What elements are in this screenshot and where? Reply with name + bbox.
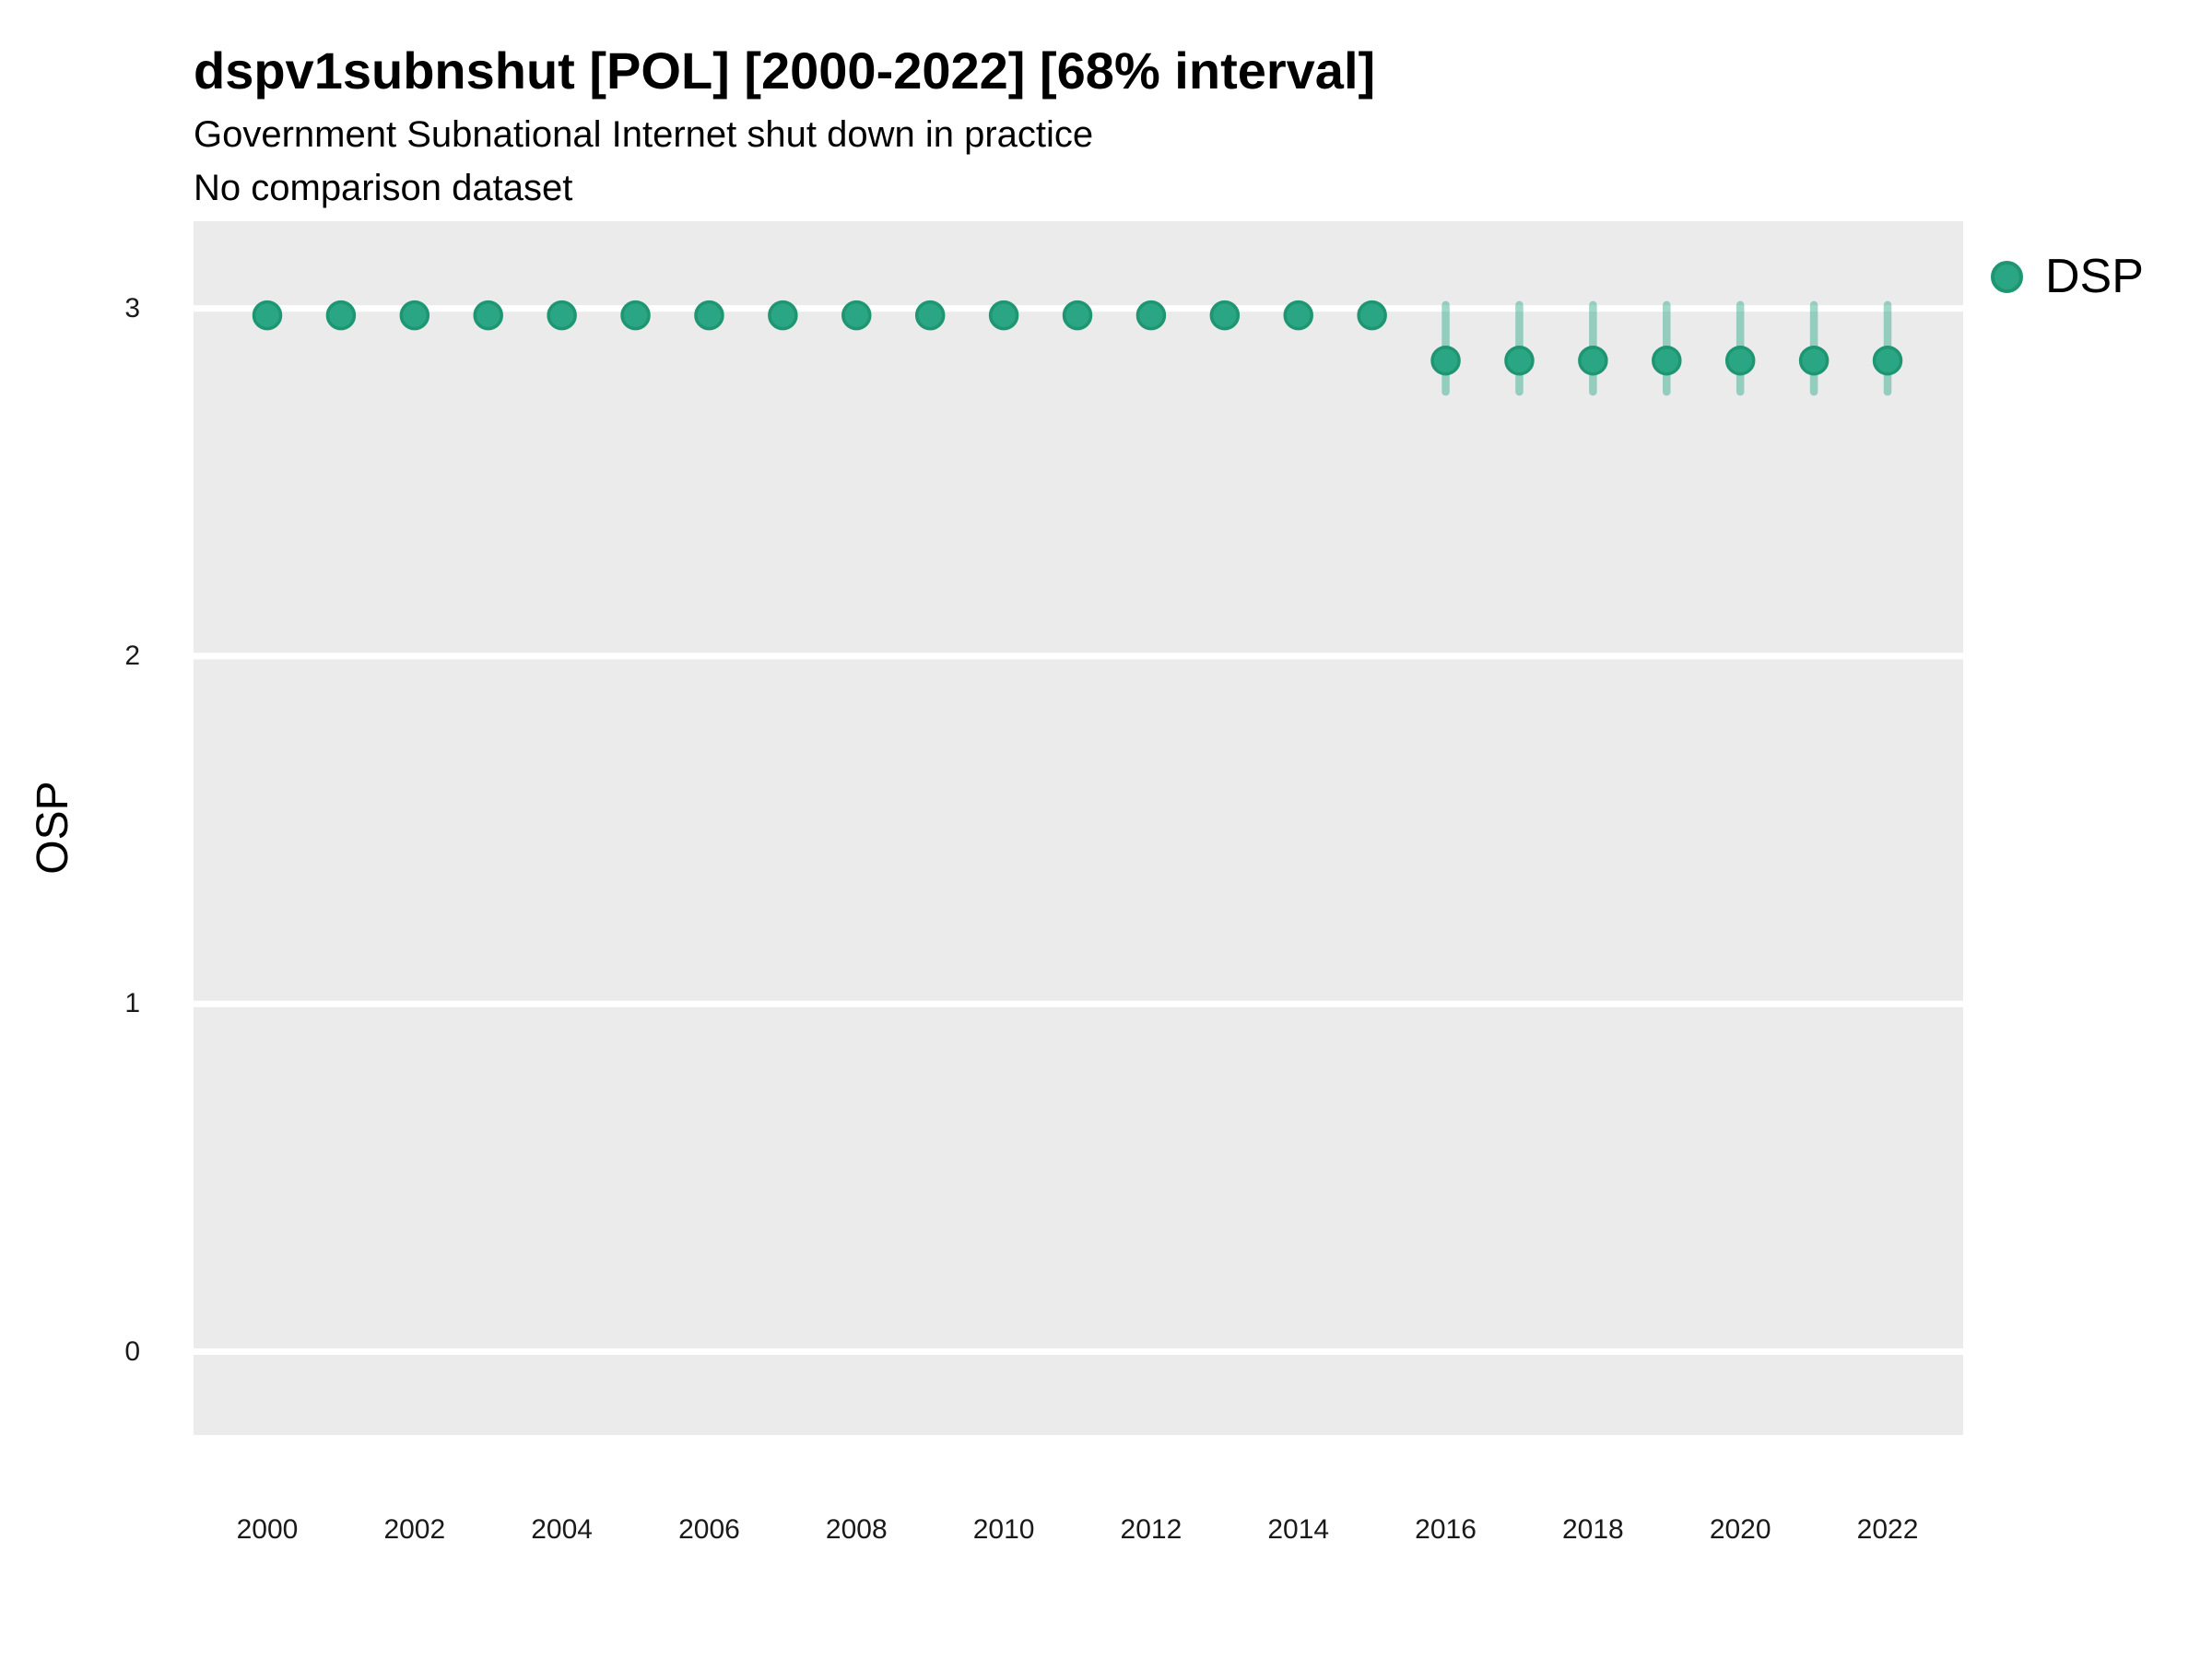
x-tick-label-2002: 2002 bbox=[383, 1514, 446, 1545]
x-tick-label-2022: 2022 bbox=[1856, 1514, 1919, 1545]
data-point-2010 bbox=[988, 300, 1019, 331]
data-point-2004 bbox=[547, 300, 577, 331]
x-tick-label-2004: 2004 bbox=[531, 1514, 593, 1545]
data-point-2015 bbox=[1357, 300, 1387, 331]
data-point-2005 bbox=[620, 300, 651, 331]
comparison-note: No comparison dataset bbox=[194, 168, 573, 208]
data-point-2009 bbox=[914, 300, 946, 331]
data-point-2002 bbox=[399, 300, 430, 331]
x-tick-label-2014: 2014 bbox=[1267, 1514, 1330, 1545]
x-tick-label-2010: 2010 bbox=[972, 1514, 1035, 1545]
legend-marker-dsp bbox=[1991, 260, 2023, 293]
panel-background bbox=[194, 221, 1963, 1435]
x-tick-label-2020: 2020 bbox=[1709, 1514, 1771, 1545]
data-point-2020 bbox=[1724, 345, 1756, 376]
data-point-2012 bbox=[1135, 300, 1167, 331]
data-point-2016 bbox=[1430, 345, 1461, 376]
data-point-2019 bbox=[1652, 345, 1682, 376]
data-point-2014 bbox=[1283, 300, 1313, 331]
x-tick-label-2008: 2008 bbox=[825, 1514, 888, 1545]
data-point-2011 bbox=[1062, 300, 1093, 331]
data-point-2003 bbox=[473, 300, 503, 331]
x-tick-label-2006: 2006 bbox=[678, 1514, 740, 1545]
data-point-2017 bbox=[1504, 345, 1535, 376]
y-tick-label-2: 2 bbox=[124, 640, 140, 671]
data-point-2001 bbox=[325, 300, 357, 331]
chart-title: dspv1subnshut [POL] [2000-2022] [68% int… bbox=[194, 41, 1376, 100]
data-point-2007 bbox=[768, 300, 798, 331]
x-tick-label-2012: 2012 bbox=[1120, 1514, 1182, 1545]
data-point-2022 bbox=[1872, 345, 1903, 376]
x-tick-label-2016: 2016 bbox=[1415, 1514, 1477, 1545]
legend: DSP bbox=[1991, 249, 2144, 304]
x-tick-label-2018: 2018 bbox=[1562, 1514, 1624, 1545]
y-tick-label-0: 0 bbox=[124, 1335, 140, 1367]
data-point-2000 bbox=[252, 300, 283, 331]
data-point-2018 bbox=[1578, 345, 1608, 376]
x-tick-label-2000: 2000 bbox=[236, 1514, 299, 1545]
data-point-2006 bbox=[694, 300, 724, 331]
y-tick-label-3: 3 bbox=[124, 292, 140, 324]
y-tick-label-1: 1 bbox=[124, 988, 140, 1019]
chart-subtitle: Government Subnational Internet shut dow… bbox=[194, 114, 1094, 155]
legend-label-dsp: DSP bbox=[2045, 250, 2144, 303]
data-point-2008 bbox=[841, 300, 872, 331]
data-point-2021 bbox=[1798, 345, 1830, 376]
data-point-2013 bbox=[1209, 300, 1241, 331]
